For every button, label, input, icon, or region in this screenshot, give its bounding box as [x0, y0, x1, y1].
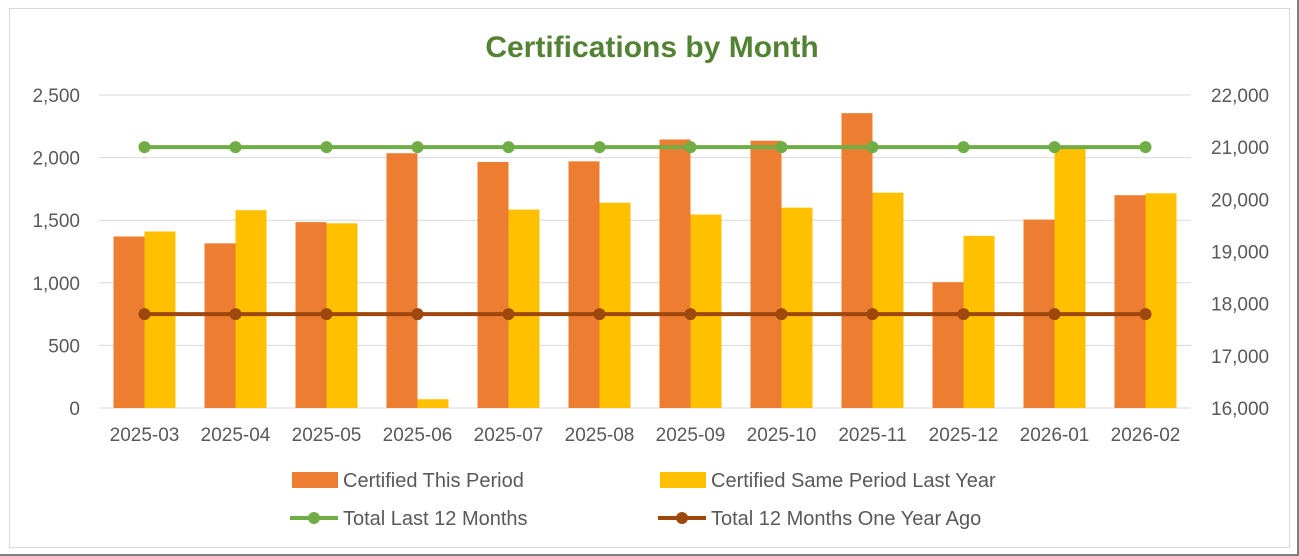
y-right-tick-label: 18,000 — [1211, 295, 1269, 316]
line-marker — [229, 141, 242, 154]
legend-label: Certified This Period — [343, 470, 524, 492]
y-left-tick-label: 1,500 — [32, 211, 80, 232]
line-marker — [320, 308, 333, 321]
y-left-tick-label: 2,000 — [32, 149, 80, 170]
line-marker — [684, 141, 697, 154]
x-tick-label: 2025-07 — [474, 425, 544, 446]
bar-last-year — [235, 210, 267, 408]
legend-label: Total Last 12 Months — [343, 508, 528, 530]
x-tick-label: 2025-06 — [383, 425, 453, 446]
legend: Certified This Period Certified Same Peri… — [290, 470, 996, 530]
bar-last-year — [144, 231, 176, 408]
chart-title: Certifications by Month — [485, 31, 818, 64]
line-marker — [866, 141, 879, 154]
line-marker — [957, 141, 970, 154]
legend-swatch — [660, 472, 706, 488]
line-marker — [866, 308, 879, 321]
x-tick-label: 2026-01 — [1020, 425, 1090, 446]
line-marker — [1048, 141, 1061, 154]
y-left-tick-label: 500 — [48, 336, 80, 357]
y-right-tick-label: 16,000 — [1211, 399, 1269, 420]
line-marker — [411, 141, 424, 154]
legend-marker — [676, 512, 688, 524]
bar-last-year — [599, 202, 631, 408]
bar-this-period — [568, 161, 600, 408]
bar-last-year — [1145, 193, 1177, 408]
window-edge-bottom — [0, 554, 1299, 556]
line-marker — [593, 141, 606, 154]
x-tick-label: 2025-03 — [110, 425, 180, 446]
x-tick-label: 2025-12 — [929, 425, 999, 446]
x-tick-label: 2025-04 — [201, 425, 271, 446]
legend-label: Certified Same Period Last Year — [711, 470, 996, 492]
line-marker — [138, 141, 151, 154]
x-tick-label: 2026-02 — [1111, 425, 1181, 446]
line-marker — [1048, 308, 1061, 321]
bar-last-year — [1054, 148, 1086, 408]
y-right-tick-label: 22,000 — [1211, 86, 1269, 107]
bar-this-period — [659, 139, 691, 409]
bar-last-year — [508, 209, 540, 408]
line-marker — [320, 141, 333, 154]
line-marker — [502, 141, 515, 154]
x-tick-label: 2025-05 — [292, 425, 362, 446]
bar-this-period — [1114, 195, 1146, 408]
x-tick-label: 2025-09 — [656, 425, 726, 446]
legend-marker — [308, 512, 320, 524]
bar-this-period — [477, 161, 509, 408]
line-marker — [502, 308, 515, 321]
bar-this-period — [113, 236, 145, 408]
x-tick-label: 2025-08 — [565, 425, 635, 446]
bar-last-year — [963, 235, 995, 408]
line-marker — [775, 308, 788, 321]
bar-this-period — [750, 140, 782, 408]
bar-last-year — [781, 207, 813, 408]
line-marker — [229, 308, 242, 321]
y-right-tick-label: 20,000 — [1211, 190, 1269, 211]
line-marker — [957, 308, 970, 321]
bar-this-period — [932, 282, 964, 408]
line-marker — [411, 308, 424, 321]
bar-last-year — [872, 192, 904, 408]
series-lines — [138, 141, 1152, 321]
y-right-tick-label: 21,000 — [1211, 138, 1269, 159]
y-left-tick-label: 2,500 — [32, 86, 80, 107]
axes: 0 500 1,000 1,500 2,000 2,500 16,000 17,000 18,0… — [32, 86, 1269, 446]
bar-this-period — [204, 243, 236, 408]
line-marker — [1139, 308, 1152, 321]
bar-this-period — [841, 113, 873, 409]
y-left-tick-label: 0 — [69, 399, 80, 420]
bar-this-period — [386, 153, 418, 408]
line-marker — [684, 308, 697, 321]
line-marker — [1139, 141, 1152, 154]
gridlines — [99, 94, 1191, 409]
x-tick-label: 2025-11 — [838, 425, 906, 446]
legend-swatch — [292, 472, 338, 488]
y-left-tick-label: 1,000 — [32, 274, 80, 295]
line-marker — [138, 308, 151, 321]
bar-last-year — [417, 399, 449, 408]
y-right-tick-label: 19,000 — [1211, 243, 1269, 264]
line-marker — [775, 141, 788, 154]
bars — [113, 113, 1177, 409]
x-tick-label: 2025-10 — [747, 425, 817, 446]
y-right-tick-label: 17,000 — [1211, 347, 1269, 368]
window-edge-right — [1297, 0, 1299, 556]
line-marker — [593, 308, 606, 321]
legend-label: Total 12 Months One Year Ago — [711, 508, 981, 530]
